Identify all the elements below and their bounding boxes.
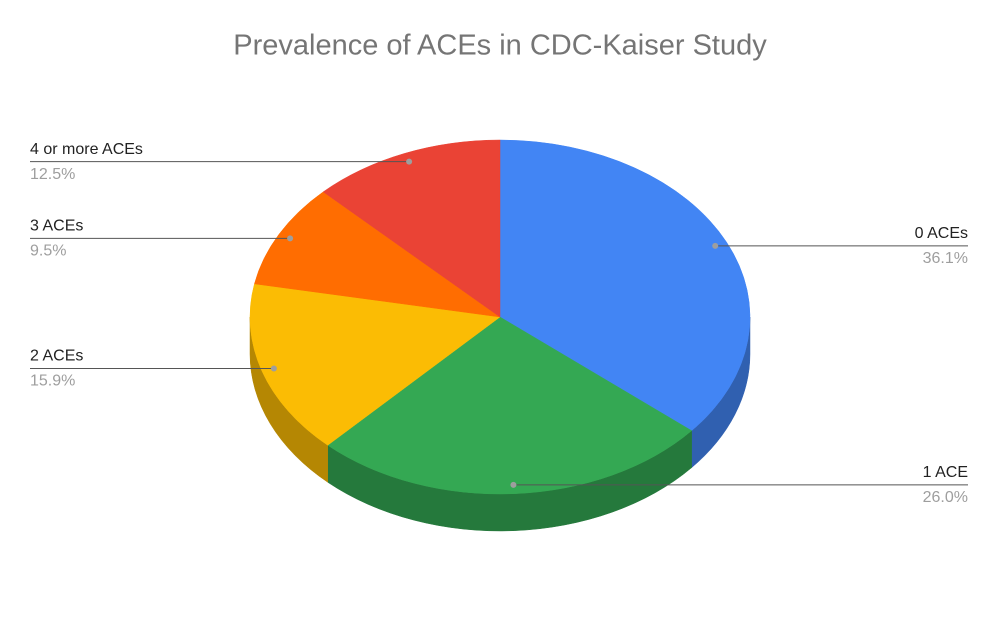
legend-label: 3 ACEs	[30, 218, 83, 235]
slice-top	[327, 316, 693, 495]
legend-label: 1 ACE	[923, 464, 968, 481]
value-label: 26.0%	[923, 489, 968, 506]
slice-top	[499, 139, 751, 431]
slice-top	[249, 283, 501, 446]
value-label: 9.5%	[30, 243, 66, 260]
value-label: 36.1%	[923, 250, 968, 267]
legend-label: 0 ACEs	[915, 225, 968, 242]
chart-title: Prevalence of ACEs in CDC-Kaiser Study	[233, 30, 767, 62]
legend-label: 4 or more ACEs	[30, 141, 143, 158]
slice	[499, 139, 751, 469]
leader-dot	[406, 158, 413, 165]
value-label: 12.5%	[30, 166, 75, 183]
leader-dot	[287, 235, 294, 242]
slice-top	[254, 191, 501, 318]
legend-label: 2 ACEs	[30, 348, 83, 365]
slice	[254, 191, 501, 318]
leader-dot	[510, 481, 517, 488]
leader-dot	[712, 242, 719, 249]
slice	[249, 283, 501, 483]
slice-top	[322, 139, 501, 318]
slice	[322, 139, 501, 318]
leader-dot	[270, 365, 277, 372]
value-label: 15.9%	[30, 373, 75, 390]
